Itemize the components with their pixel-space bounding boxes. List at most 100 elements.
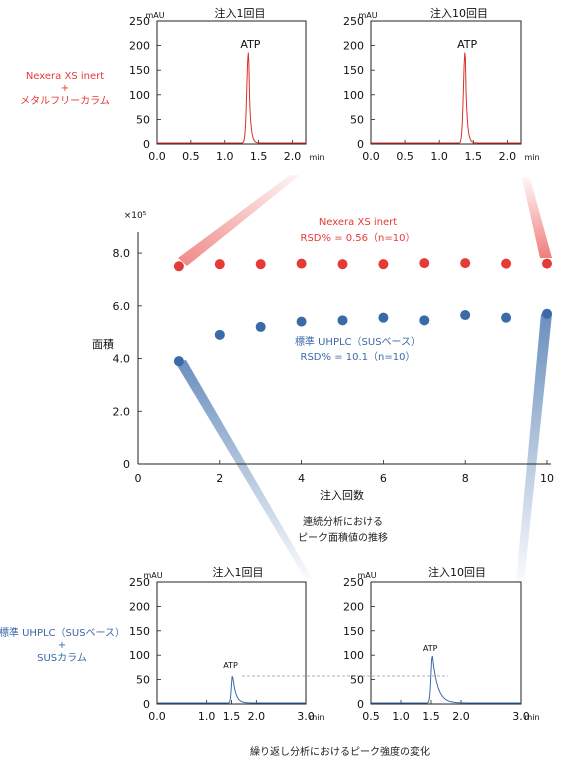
y-tick-label: 250 — [129, 576, 150, 589]
y-tick-label: 4.0 — [113, 353, 131, 366]
y-tick-label: 150 — [129, 625, 150, 638]
y-tick-label: 200 — [129, 40, 150, 53]
data-point-standard — [460, 310, 471, 321]
y-tick-label: 50 — [350, 674, 364, 687]
x-tick-label: 3.0 — [512, 710, 530, 723]
y-tick-label: 50 — [350, 113, 364, 126]
data-point-standard — [378, 312, 389, 323]
y-tick-label: 0 — [123, 458, 130, 471]
y-tick-label: 0 — [143, 138, 150, 151]
data-point-nexera — [542, 258, 552, 269]
y-tick-label: 100 — [343, 89, 364, 102]
x-tick-label: 2.0 — [284, 150, 302, 163]
x-tick-label: 0.5 — [182, 150, 200, 163]
x-tick-label: 1.5 — [422, 710, 440, 723]
x-tick-label: 1.0 — [216, 150, 234, 163]
x-tick-label: 0.5 — [362, 710, 380, 723]
x-unit-label: min — [309, 713, 324, 722]
data-point-nexera — [173, 261, 184, 272]
chromatogram-trace — [371, 52, 521, 144]
connector-wedge-bottom-left — [175, 360, 312, 578]
bottom-system-label-2: + — [58, 640, 66, 651]
y-tick-label: 150 — [343, 64, 364, 77]
data-point-standard — [337, 315, 348, 326]
data-point-standard — [214, 329, 225, 340]
caption-mid-2: ピーク面積値の推移 — [298, 531, 388, 544]
data-point-nexera — [255, 259, 266, 270]
x-tick-label: 2.0 — [248, 710, 266, 723]
y-tick-label: 0 — [357, 138, 364, 151]
chromatogram-panel-3: 注入1回目 mAU 0 50 100 150 200 250 0.0 1.0 1.5 2.0 3.0mi… — [129, 565, 325, 723]
y-unit-label: mAU — [143, 571, 162, 580]
connector-wedge-top-left — [178, 175, 300, 266]
x-unit-label: min — [524, 153, 539, 162]
bottom-system-label-3: SUSカラム — [37, 652, 87, 664]
x-tick-label: 6 — [380, 472, 387, 485]
x-tick-label: 10 — [540, 472, 554, 485]
panel-title: 注入10回目 — [428, 565, 486, 579]
x-tick-label: 1.0 — [430, 150, 448, 163]
x-tick-label: 0.0 — [362, 150, 380, 163]
x-axis-label: 注入回数 — [320, 488, 364, 502]
y-tick-label: 6.0 — [113, 300, 131, 313]
chromatogram-panel-4: 注入10回目 mAU 0 50 100 150 200 250 0.5 1.0 1.5 2.0 3.0m… — [343, 565, 540, 723]
chromatogram-trace — [157, 676, 306, 704]
annotation-blue-1: 標準 UHPLC（SUSベース） — [295, 335, 421, 348]
y-tick-label: 100 — [129, 649, 150, 662]
data-point-nexera — [296, 258, 307, 269]
peak-label-atp: ATP — [240, 38, 260, 51]
x-tick-label: 0.0 — [148, 150, 166, 163]
x-tick-label: 1.5 — [223, 710, 241, 723]
y-tick-label: 2.0 — [113, 405, 131, 418]
caption-bottom: 繰り返し分析におけるピーク強度の変化 — [250, 745, 430, 758]
peak-label-atp: ATP — [457, 38, 477, 51]
y-tick-label: 250 — [343, 576, 364, 589]
data-point-nexera — [419, 258, 430, 269]
annotation-blue-2: RSD% = 10.1（n=10） — [301, 351, 416, 363]
data-point-standard — [501, 312, 512, 323]
caption-mid-1: 連続分析における — [303, 515, 383, 528]
x-tick-label: 2.0 — [452, 710, 470, 723]
x-tick-label: 1.5 — [250, 150, 268, 163]
x-tick-label: 8 — [462, 472, 469, 485]
peak-label-atp: ATP — [223, 661, 238, 670]
y-exponent-label: ×10⁵ — [124, 211, 147, 221]
x-tick-label: 0.0 — [148, 710, 166, 723]
y-tick-label: 50 — [136, 113, 150, 126]
chromatogram-trace — [371, 655, 521, 704]
y-tick-label: 150 — [343, 625, 364, 638]
annotation-red-1: Nexera XS inert — [319, 217, 397, 228]
data-point-nexera — [214, 259, 225, 270]
y-tick-label: 0 — [357, 698, 364, 711]
y-unit-label: mAU — [145, 11, 164, 20]
y-tick-label: 150 — [129, 64, 150, 77]
connector-wedge-top-right — [522, 178, 552, 258]
y-tick-label: 100 — [129, 89, 150, 102]
y-tick-label: 0 — [143, 698, 150, 711]
plot-frame — [156, 20, 307, 145]
chromatogram-panel-2: 注入10回目 mAU 0 50 100 150 200 250 0.0 0.5 1.0 1.5 2.0 m… — [343, 6, 540, 163]
data-point-standard — [419, 315, 430, 326]
x-tick-label: 1.5 — [465, 150, 483, 163]
x-unit-label: min — [524, 713, 539, 722]
plot-frame — [370, 581, 522, 705]
x-tick-label: 2.0 — [499, 150, 517, 163]
chromatogram-panel-1: 注入1回目 mAU 0 50 100 150 200 250 0.0 0.5 1.0 1.5 2.0 mi… — [129, 6, 325, 163]
x-tick-label: 1.0 — [392, 710, 410, 723]
y-tick-label: 200 — [343, 40, 364, 53]
y-axis-label: 面積 — [92, 337, 114, 351]
annotation-red-2: RSD% = 0.56（n=10） — [301, 232, 416, 244]
data-point-nexera — [337, 259, 348, 270]
data-point-nexera — [378, 259, 389, 270]
chromatogram-trace — [157, 52, 306, 144]
y-tick-label: 200 — [343, 600, 364, 613]
panel-title: 注入1回目 — [215, 6, 266, 20]
connector-wedge-bottom-right — [516, 314, 552, 582]
y-unit-label: mAU — [358, 11, 377, 20]
panel-title: 注入1回目 — [213, 565, 264, 579]
data-point-nexera — [501, 258, 512, 269]
x-tick-label: 0 — [135, 472, 142, 485]
